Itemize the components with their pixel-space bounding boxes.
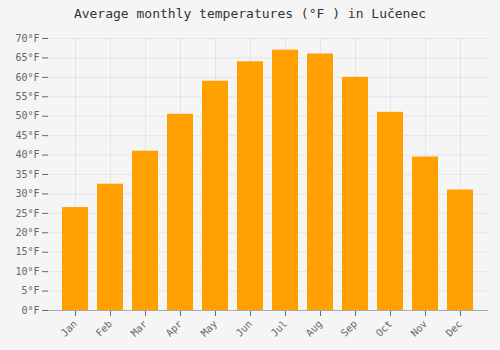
svg-text:Nov: Nov [409,318,430,339]
svg-text:50°F: 50°F [15,110,39,121]
svg-text:Apr: Apr [164,318,185,339]
svg-text:Feb: Feb [94,318,115,339]
svg-text:Oct: Oct [374,318,395,339]
svg-text:55°F: 55°F [15,91,39,102]
svg-text:15°F: 15°F [15,246,39,257]
svg-text:Aug: Aug [304,318,325,339]
svg-text:25°F: 25°F [15,208,39,219]
svg-text:May: May [199,318,220,339]
svg-text:Dec: Dec [444,318,465,339]
svg-text:40°F: 40°F [15,149,39,160]
svg-text:Jul: Jul [269,318,290,339]
svg-text:70°F: 70°F [15,33,39,44]
svg-text:10°F: 10°F [15,266,39,277]
svg-text:45°F: 45°F [15,130,39,141]
svg-text:Jan: Jan [59,318,80,339]
svg-text:65°F: 65°F [15,52,39,63]
svg-text:30°F: 30°F [15,188,39,199]
svg-text:60°F: 60°F [15,72,39,83]
svg-text:Mar: Mar [129,318,150,339]
svg-text:Sep: Sep [339,318,360,339]
svg-text:0°F: 0°F [21,305,39,316]
svg-text:5°F: 5°F [21,285,39,296]
svg-text:20°F: 20°F [15,227,39,238]
html-text:Average monthly temperatures (: Average monthly temperatures (°F ) in Lu… [73,6,427,21]
svg-text:35°F: 35°F [15,169,39,180]
svg-text:Jun: Jun [234,318,255,339]
